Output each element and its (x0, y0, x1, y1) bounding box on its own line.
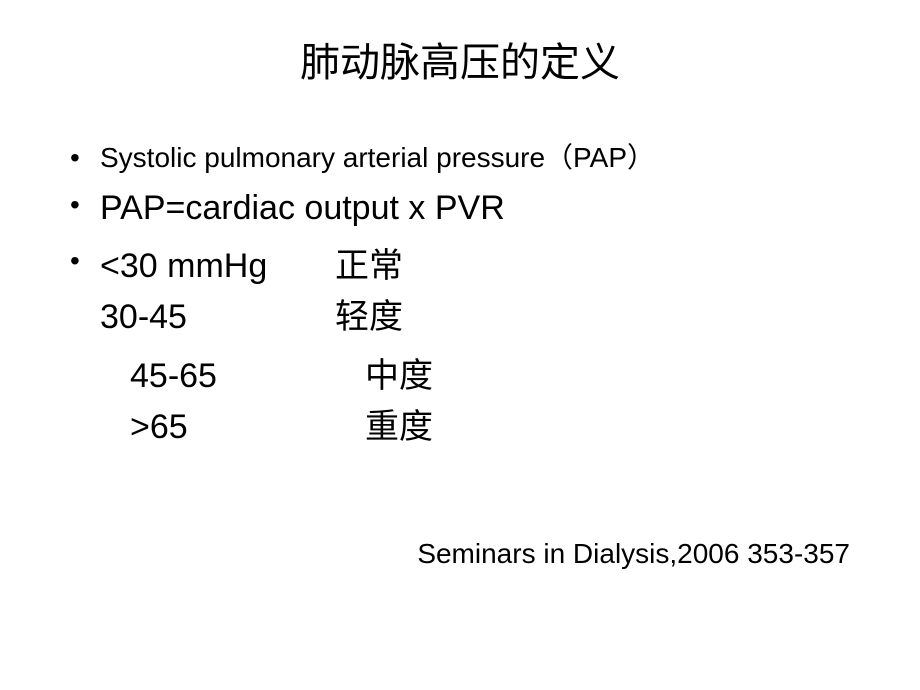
slide-container: 肺动脉高压的定义 • Systolic pulmonary arterial p… (0, 0, 920, 690)
range-label: 重度 (365, 402, 433, 453)
classification-row: >65 重度 (70, 402, 880, 453)
classification-row: 45-65 中度 (70, 351, 880, 402)
range-value: 30-45 (100, 292, 335, 343)
bullet-text-2: PAP=cardiac output x PVR (100, 185, 505, 233)
range-label: 正常 (335, 241, 403, 292)
range-label: 轻度 (335, 292, 403, 343)
range-value: <30 mmHg (100, 241, 335, 292)
range-value: 45-65 (130, 351, 365, 402)
slide-title: 肺动脉高压的定义 (40, 30, 880, 88)
bullet-marker-icon: • (70, 138, 82, 177)
bullet-item-3: • <30 mmHg 正常 30-45 轻度 (70, 241, 880, 343)
citation-text: Seminars in Dialysis,2006 353-357 (417, 538, 850, 570)
classification-row: 30-45 轻度 (100, 292, 403, 343)
bullet-marker-icon: • (70, 241, 82, 280)
slide-content: • Systolic pulmonary arterial pressure（P… (40, 138, 880, 453)
range-value: >65 (130, 402, 365, 453)
bullet-marker-icon: • (70, 185, 82, 224)
classification-row: <30 mmHg 正常 (100, 241, 403, 292)
bullet-item-1: • Systolic pulmonary arterial pressure（P… (70, 138, 880, 177)
range-label: 中度 (365, 351, 433, 402)
bullet-item-2: • PAP=cardiac output x PVR (70, 185, 880, 233)
classification-block: <30 mmHg 正常 30-45 轻度 (100, 241, 403, 343)
bullet-text-1: Systolic pulmonary arterial pressure（PAP… (100, 138, 655, 177)
